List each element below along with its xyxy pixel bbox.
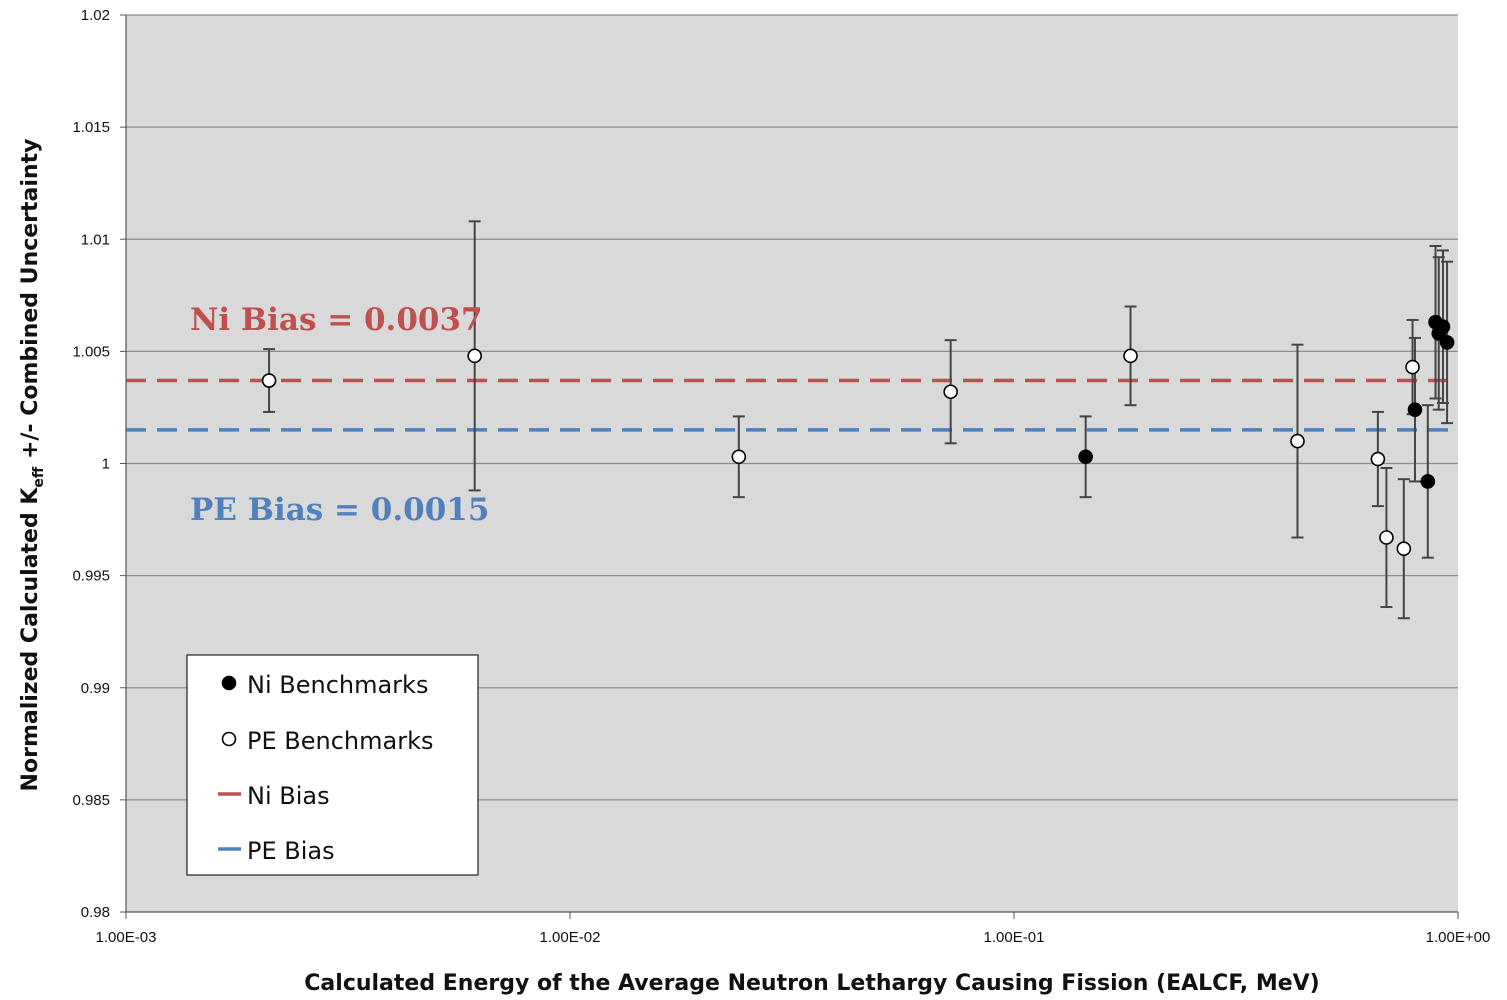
data-points <box>261 220 1455 620</box>
y-axis-title-prefix: Normalized Calculated K <box>18 487 43 792</box>
y-tick-label: 0.995 <box>72 568 110 585</box>
x-tick-label: 1.00E-03 <box>96 929 157 946</box>
y-tick-label: 0.98 <box>81 904 110 921</box>
y-tick-label: 1 <box>102 456 110 473</box>
ni-benchmark-point <box>1435 319 1451 335</box>
x-tick-label: 1.00E+00 <box>1426 929 1491 946</box>
pe-benchmark-point <box>731 449 747 465</box>
pe-benchmark-point <box>1370 451 1386 467</box>
y-tick-label: 1.015 <box>72 119 110 136</box>
x-tick-label: 1.00E-02 <box>540 929 601 946</box>
ni-benchmark-point <box>1439 335 1455 350</box>
pe-benchmark-point <box>467 348 482 364</box>
legend-label: Ni Benchmarks <box>247 671 428 699</box>
pe-benchmark-point <box>261 373 277 388</box>
pe-benchmark-point <box>1379 530 1394 545</box>
legend-box <box>186 654 479 876</box>
y-axis-title-subscript: eff <box>31 466 47 487</box>
pe-benchmark-point <box>1405 359 1420 375</box>
axes: 0.98 0.985 0.99 0.995 1 1.005 1.01 1.015 1.02 1.0… <box>72 7 1490 946</box>
legend-label: PE Bias <box>247 837 335 865</box>
y-tick-label: 0.99 <box>81 680 110 697</box>
legend-label: Ni Bias <box>247 782 330 810</box>
x-tick-label: 1.00E-01 <box>984 929 1045 946</box>
ni-benchmark-point <box>1078 449 1093 465</box>
legend-ni-benchmark-marker <box>221 675 237 691</box>
ni-benchmark-point <box>1420 474 1436 489</box>
y-tick-label: 1.01 <box>81 231 110 248</box>
y-tick-label: 0.985 <box>72 792 110 809</box>
pe-benchmark-point <box>1123 348 1138 364</box>
legend-label: PE Benchmarks <box>247 727 433 755</box>
ni-bias-annotation: Ni Bias = 0.0037 <box>190 302 483 338</box>
legend: Ni Benchmarks PE Benchmarks Ni Bias PE Bias <box>186 654 479 876</box>
pe-benchmark-point <box>1290 433 1305 449</box>
pe-bias-annotation: PE Bias = 0.0015 <box>190 492 489 528</box>
x-axis-title: Calculated Energy of the Average Neutron… <box>304 971 1319 996</box>
y-axis-title-suffix: +/- Combined Uncertainty <box>18 139 43 467</box>
pe-benchmark-point <box>943 384 958 400</box>
bias-lines <box>126 378 1458 432</box>
y-axis-title: Normalized Calculated Keff +/- Combined … <box>18 139 47 792</box>
y-tick-label: 1.005 <box>72 343 110 360</box>
legend-pe-benchmark-marker <box>221 731 237 747</box>
y-tick-label: 1.02 <box>81 7 110 24</box>
ni-benchmark-point <box>1407 402 1423 417</box>
bias-labels: Ni Bias = 0.0037 PE Bias = 0.0015 <box>190 302 489 528</box>
pe-benchmark-point <box>1396 541 1412 557</box>
